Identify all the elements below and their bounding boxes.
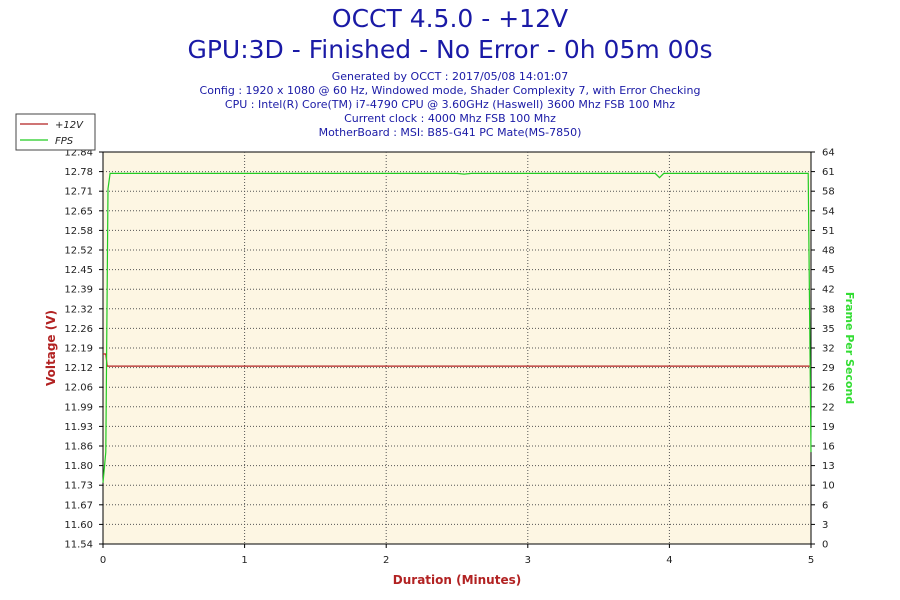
y-tick-label-right: 19 <box>822 422 835 433</box>
legend-label: +12V <box>55 120 84 131</box>
y-tick-label-right: 32 <box>822 344 835 355</box>
y-tick-label-left: 12.19 <box>64 344 93 355</box>
y-tick-label-right: 38 <box>822 304 835 315</box>
y-tick-label-right: 42 <box>822 285 835 296</box>
info-motherboard: MotherBoard : MSI: B85-G41 PC Mate(MS-78… <box>318 126 582 139</box>
y-tick-label-right: 58 <box>822 187 835 198</box>
y-tick-label-left: 12.06 <box>64 383 93 394</box>
y-tick-label-left: 11.67 <box>64 500 93 511</box>
y-tick-label-right: 61 <box>822 167 835 178</box>
y-tick-label-right: 35 <box>822 324 835 335</box>
chart-title: OCCT 4.5.0 - +12V <box>331 4 569 33</box>
x-tick-label: 5 <box>808 555 814 566</box>
y-tick-label-left: 11.80 <box>64 461 93 472</box>
y-tick-label-left: 12.65 <box>64 206 93 217</box>
y-tick-label-left: 12.45 <box>64 265 93 276</box>
y-tick-label-right: 13 <box>822 461 835 472</box>
x-tick-label: 3 <box>525 555 531 566</box>
info-cpu: CPU : Intel(R) Core(TM) i7-4790 CPU @ 3.… <box>224 98 676 111</box>
y-tick-label-left: 11.93 <box>64 422 93 433</box>
y-tick-label-right: 16 <box>822 442 835 453</box>
y-tick-label-left: 11.73 <box>64 481 93 492</box>
info-config: Config : 1920 x 1080 @ 60 Hz, Windowed m… <box>199 84 701 97</box>
y-tick-label-right: 48 <box>822 246 835 257</box>
y-tick-label-left: 12.12 <box>64 363 93 374</box>
y-tick-label-left: 12.32 <box>64 304 93 315</box>
y-tick-label-right: 26 <box>822 383 835 394</box>
y-tick-label-left: 12.71 <box>64 187 93 198</box>
y-tick-label-left: 12.58 <box>64 226 93 237</box>
y-tick-label-left: 11.99 <box>64 402 93 413</box>
x-axis-label: Duration (Minutes) <box>393 573 521 587</box>
y-tick-label-left: 12.39 <box>64 285 93 296</box>
y-tick-label-right: 10 <box>822 481 835 492</box>
chart-subtitle: GPU:3D - Finished - No Error - 0h 05m 00… <box>187 35 713 64</box>
x-tick-label: 0 <box>100 555 106 566</box>
info-generated: Generated by OCCT : 2017/05/08 14:01:07 <box>331 70 569 83</box>
y-tick-label-left: 11.54 <box>64 540 93 551</box>
x-tick-label: 2 <box>383 555 389 566</box>
y-tick-label-right: 45 <box>822 265 835 276</box>
x-tick-label: 4 <box>666 555 672 566</box>
y-tick-label-right: 29 <box>822 363 835 374</box>
y-tick-label-right: 6 <box>822 500 828 511</box>
x-tick-label: 1 <box>241 555 247 566</box>
legend-label: FPS <box>55 136 74 147</box>
info-clock: Current clock : 4000 Mhz FSB 100 Mhz <box>344 112 556 125</box>
series-line-fps <box>102 172 812 483</box>
y-axis-label-left: Voltage (V) <box>44 310 58 386</box>
y-tick-label-left: 11.60 <box>64 520 93 531</box>
y-tick-label-left: 11.86 <box>64 442 93 453</box>
y-tick-label-right: 3 <box>822 520 828 531</box>
y-tick-label-right: 64 <box>822 148 835 159</box>
y-axis-label-right: Frame Per Second <box>843 292 856 404</box>
y-tick-label-left: 12.26 <box>64 324 93 335</box>
y-tick-label-right: 51 <box>822 226 835 237</box>
y-tick-label-left: 12.78 <box>64 167 93 178</box>
y-tick-label-right: 54 <box>822 206 835 217</box>
y-tick-label-left: 12.84 <box>64 148 93 159</box>
y-tick-label-left: 12.52 <box>64 246 93 257</box>
y-tick-label-right: 22 <box>822 402 835 413</box>
y-tick-label-right: 0 <box>822 540 828 551</box>
legend-box <box>15 113 96 151</box>
